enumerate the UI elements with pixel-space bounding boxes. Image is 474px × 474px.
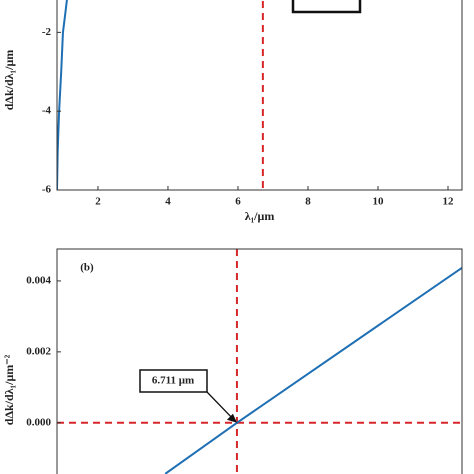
annotation-box <box>139 369 208 393</box>
plot-area <box>57 0 264 190</box>
axes-box <box>56 0 463 191</box>
annotation-arrow <box>206 391 234 420</box>
panel-label: (b) <box>80 262 94 274</box>
y-tick-label: -2 <box>42 26 52 38</box>
y-tick-label: 0.002 <box>26 345 51 357</box>
y-tick-label: -6 <box>42 184 52 196</box>
axes-box <box>56 248 463 474</box>
data-line <box>164 266 462 474</box>
legend-box <box>291 0 362 14</box>
y-axis-label: dΔk/dλ₁/μm <box>2 50 16 111</box>
x-tick-label: 12 <box>442 196 454 208</box>
arrow-head <box>226 413 237 423</box>
y-tick-label: -4 <box>42 105 52 117</box>
x-tick-label: 4 <box>165 196 171 208</box>
y-tick-label: 0.000 <box>26 416 51 428</box>
x-tick-label: 8 <box>305 196 311 208</box>
y-tick-label: 0.004 <box>26 274 51 286</box>
x-tick-label: 6 <box>235 196 241 208</box>
x-axis-label: λ₁/μm <box>245 209 275 223</box>
x-tick-label: 10 <box>372 196 384 208</box>
annotation: 6.711 μm <box>152 375 194 387</box>
plot-area <box>57 249 462 474</box>
data-line <box>57 0 68 190</box>
x-tick-label: 2 <box>95 196 101 208</box>
y-axis-label: dΔk/dλ₁/μm⁻² <box>2 354 16 425</box>
